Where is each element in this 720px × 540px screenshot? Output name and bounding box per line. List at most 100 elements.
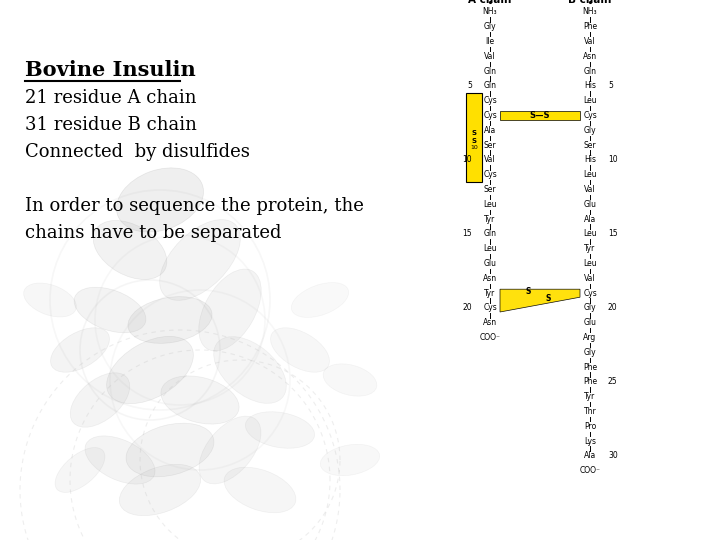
Text: Ser: Ser (584, 141, 596, 150)
Text: Cys: Cys (483, 111, 497, 120)
Text: In order to sequence the protein, the: In order to sequence the protein, the (25, 197, 364, 215)
Text: chains have to be separated: chains have to be separated (25, 224, 282, 242)
Ellipse shape (117, 168, 204, 232)
Text: Gly: Gly (584, 348, 596, 357)
Text: Asn: Asn (483, 274, 497, 283)
Ellipse shape (199, 269, 261, 351)
Text: Cys: Cys (483, 170, 497, 179)
Text: Ile: Ile (485, 37, 495, 46)
Text: 20: 20 (608, 303, 618, 313)
Text: B chain: B chain (568, 0, 612, 5)
Text: Phe: Phe (583, 22, 597, 31)
Ellipse shape (24, 283, 76, 317)
Text: Phe: Phe (583, 363, 597, 372)
Text: Cys: Cys (583, 289, 597, 298)
Text: 10: 10 (462, 156, 472, 165)
Text: Phe: Phe (583, 377, 597, 387)
Text: Tyr: Tyr (585, 244, 595, 253)
Text: Lys: Lys (584, 437, 596, 445)
Text: Thr: Thr (584, 407, 596, 416)
Ellipse shape (323, 364, 377, 396)
Text: Tyr: Tyr (485, 289, 495, 298)
Text: Gln: Gln (484, 230, 497, 239)
Text: 15: 15 (608, 230, 618, 239)
Ellipse shape (320, 444, 379, 476)
Text: 30: 30 (608, 451, 618, 461)
Text: Leu: Leu (583, 170, 597, 179)
Text: S: S (472, 138, 477, 144)
Text: Leu: Leu (483, 200, 497, 209)
Text: 10: 10 (470, 145, 478, 150)
Bar (500, 111, 580, 120)
Text: His: His (584, 156, 596, 165)
Text: Val: Val (584, 185, 596, 194)
Text: Bovine Insulin: Bovine Insulin (25, 60, 196, 80)
Text: Ser: Ser (484, 141, 496, 150)
Text: Glu: Glu (583, 200, 596, 209)
Ellipse shape (161, 376, 239, 424)
Text: Tyr: Tyr (485, 215, 495, 224)
Text: 10: 10 (608, 156, 618, 165)
Text: Val: Val (484, 156, 496, 165)
Ellipse shape (199, 416, 261, 484)
Text: Connected  by disulfides: Connected by disulfides (25, 143, 250, 161)
Text: Asn: Asn (583, 52, 597, 61)
Text: COO⁻: COO⁻ (480, 333, 500, 342)
Ellipse shape (107, 336, 194, 403)
Ellipse shape (71, 373, 130, 427)
Ellipse shape (128, 296, 212, 343)
Ellipse shape (50, 328, 109, 372)
Text: S—S: S—S (530, 111, 550, 120)
Ellipse shape (93, 220, 167, 280)
Text: Gly: Gly (584, 303, 596, 313)
Text: NH₃: NH₃ (482, 8, 498, 17)
Ellipse shape (246, 411, 315, 448)
Text: Leu: Leu (583, 230, 597, 239)
Text: S: S (545, 294, 551, 303)
Ellipse shape (224, 467, 296, 513)
Bar (466, 93, 482, 182)
Text: Gln: Gln (583, 67, 596, 76)
Ellipse shape (85, 436, 155, 484)
Text: Cys: Cys (583, 111, 597, 120)
Text: Leu: Leu (483, 244, 497, 253)
Text: NH₃: NH₃ (582, 8, 598, 17)
Text: Cys: Cys (483, 303, 497, 313)
Text: Val: Val (584, 37, 596, 46)
Text: Val: Val (584, 274, 596, 283)
Ellipse shape (292, 282, 348, 318)
Ellipse shape (74, 287, 146, 333)
Text: Cys: Cys (483, 96, 497, 105)
Text: Ala: Ala (584, 451, 596, 461)
Text: A chain: A chain (468, 0, 512, 5)
Text: Tyr: Tyr (585, 392, 595, 401)
Text: Pro: Pro (584, 422, 596, 431)
Text: Glu: Glu (484, 259, 497, 268)
Text: Ala: Ala (584, 215, 596, 224)
Text: Leu: Leu (583, 96, 597, 105)
Text: His: His (584, 82, 596, 91)
Ellipse shape (214, 336, 287, 403)
Ellipse shape (126, 423, 214, 477)
Text: 15: 15 (462, 230, 472, 239)
Text: 31 residue B chain: 31 residue B chain (25, 116, 197, 134)
Text: Gly: Gly (584, 126, 596, 135)
Text: 20: 20 (462, 303, 472, 313)
Text: Arg: Arg (583, 333, 597, 342)
Text: Gln: Gln (484, 82, 497, 91)
Text: Ala: Ala (484, 126, 496, 135)
Ellipse shape (271, 328, 330, 372)
Text: S: S (472, 130, 477, 136)
Ellipse shape (160, 220, 240, 300)
Text: 25: 25 (608, 377, 618, 387)
Text: COO⁻: COO⁻ (580, 467, 600, 475)
Text: 5: 5 (467, 82, 472, 91)
Ellipse shape (120, 464, 201, 516)
Text: Val: Val (484, 52, 496, 61)
Text: 5: 5 (608, 82, 613, 91)
Ellipse shape (55, 448, 105, 492)
Text: Glu: Glu (583, 318, 596, 327)
Text: Ser: Ser (484, 185, 496, 194)
Text: Leu: Leu (583, 259, 597, 268)
Text: Gly: Gly (484, 22, 496, 31)
